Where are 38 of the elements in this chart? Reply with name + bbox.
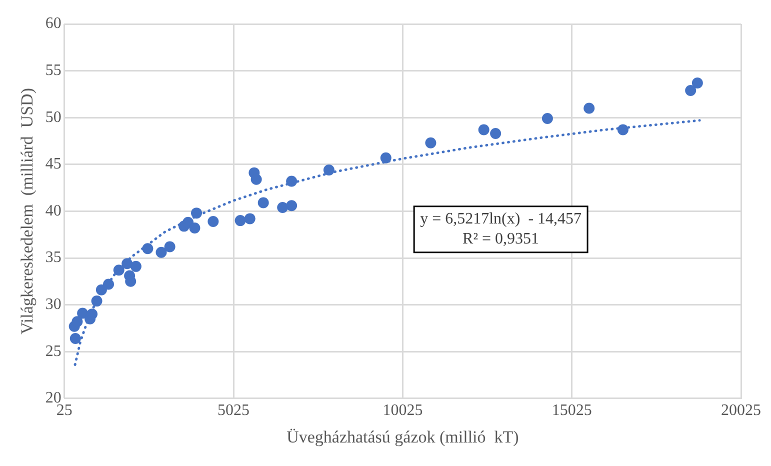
point xyxy=(130,260,142,272)
point xyxy=(277,202,288,213)
y-tick-label: 35 xyxy=(45,249,62,266)
point xyxy=(478,124,490,136)
y-tick-label: 25 xyxy=(45,342,62,360)
point xyxy=(234,215,246,226)
x-tick-label: 25 xyxy=(56,402,72,420)
point xyxy=(692,77,703,88)
point xyxy=(425,137,436,148)
point xyxy=(542,113,553,124)
y-axis-title: Világkereskedelem (milliárd USD) xyxy=(18,88,37,334)
point xyxy=(244,213,256,224)
point xyxy=(208,216,219,227)
point xyxy=(584,102,595,114)
y-tick-label: 60 xyxy=(45,15,62,32)
y-tick-label: 55 xyxy=(45,62,62,80)
x-axis-title: Üvegházhatású gázok (millió kT) xyxy=(286,427,519,446)
point xyxy=(258,197,269,208)
annotation: y = 6,5217ln(x) - 14,457 R² = 0,9351 xyxy=(420,210,582,248)
point xyxy=(250,174,262,185)
point xyxy=(286,200,298,212)
point xyxy=(323,164,334,176)
point xyxy=(72,316,83,328)
point xyxy=(685,84,696,96)
x-tick-label: 5025 xyxy=(218,402,250,420)
y-tick-label: 40 xyxy=(45,202,62,220)
y-tick-label: 45 xyxy=(45,156,62,173)
point xyxy=(156,246,167,258)
point xyxy=(70,332,81,344)
x-tick-label: 15025 xyxy=(552,402,592,420)
x-tick-label: 20025 xyxy=(721,402,761,420)
x-tick-label: 10025 xyxy=(382,402,423,420)
y-tick-label: 50 xyxy=(45,108,62,126)
point xyxy=(164,241,176,252)
point xyxy=(490,128,502,140)
point xyxy=(380,152,392,164)
point xyxy=(189,222,200,234)
y-tick-label: 30 xyxy=(45,296,62,314)
